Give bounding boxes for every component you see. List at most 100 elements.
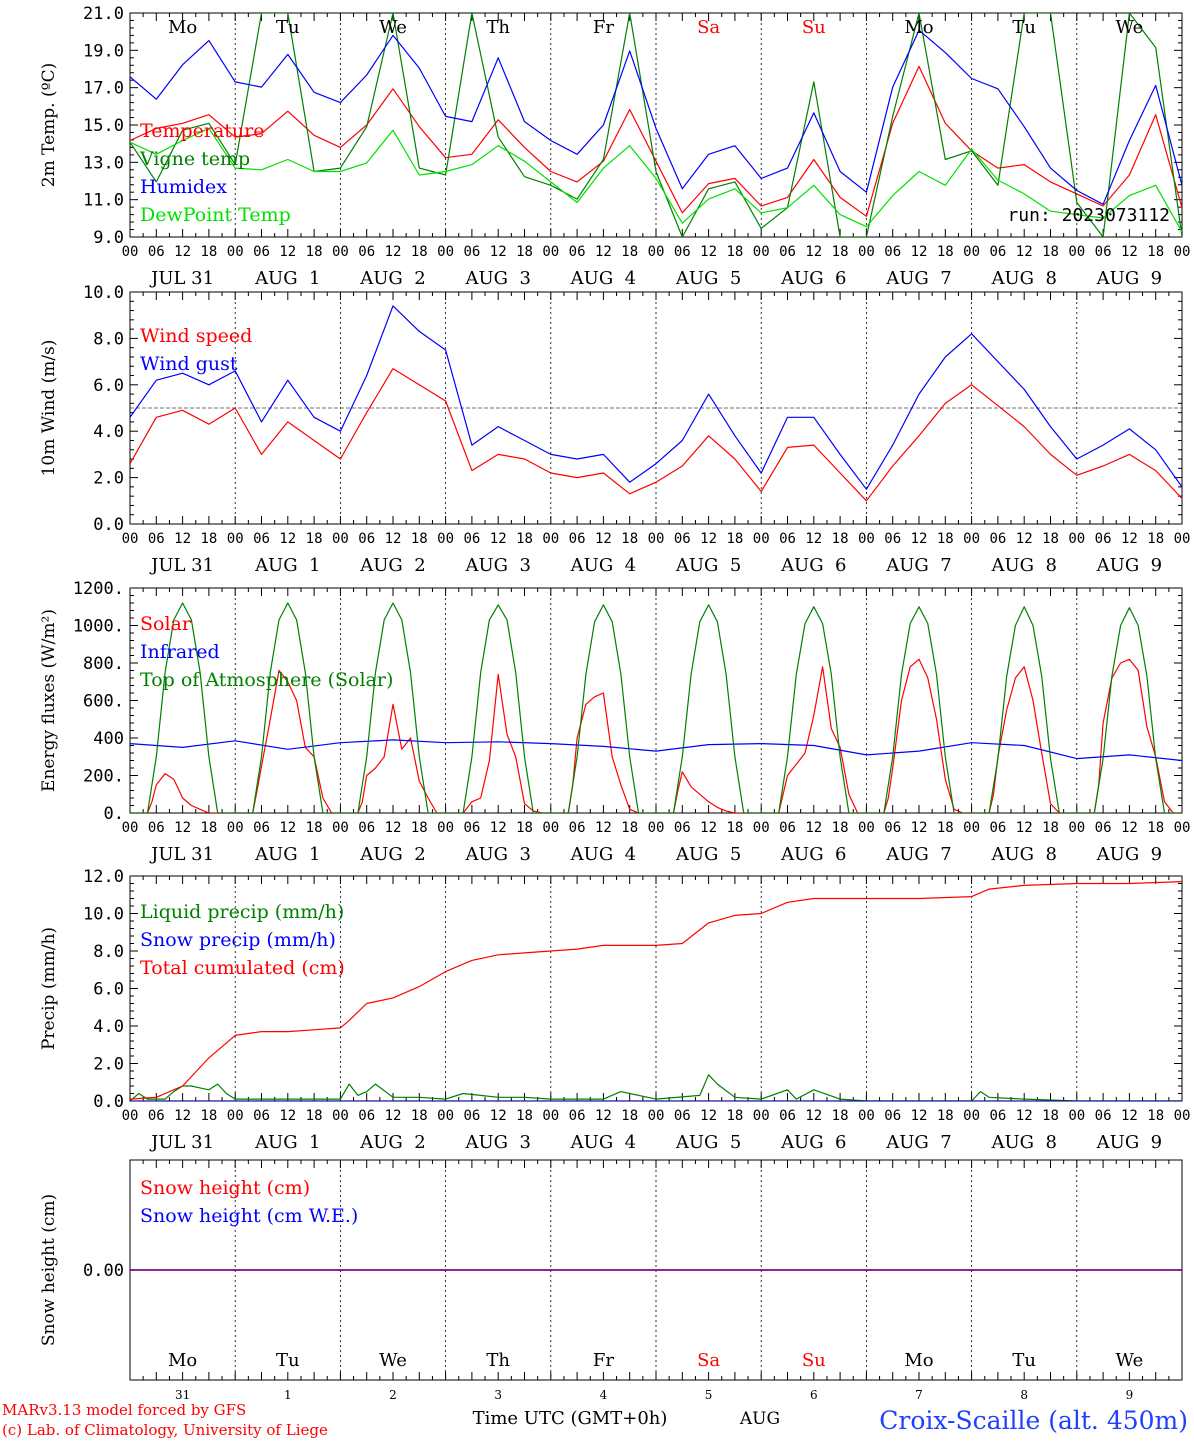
legend-entry: Total cumulated (cm) [140, 957, 345, 979]
date-label: AUG 3 [464, 1132, 530, 1153]
hour-label: 18 [1147, 244, 1164, 260]
hour-label: 00 [858, 1108, 875, 1124]
date-label: AUG 5 [675, 1132, 741, 1153]
series-line-infrared [130, 739, 1182, 762]
legend-entry: Snow height (cm W.E.) [140, 1205, 358, 1227]
date-label: AUG 4 [570, 1132, 636, 1153]
hour-label: 18 [832, 820, 849, 836]
hour-label: 18 [1042, 820, 1059, 836]
panel-1: 9.0 11.0 13.0 15.0 17.0 19.0 21.0 2m Temp. (ºC)… [39, 4, 1190, 289]
hour-label: 00 [227, 1108, 244, 1124]
series-line-wind-gust [130, 305, 1182, 490]
y-tick-label: 0.0 [93, 1092, 124, 1112]
hour-label: 06 [989, 531, 1006, 547]
y-tick-label: 12.0 [83, 867, 124, 887]
hour-label: 00 [753, 531, 770, 547]
date-label: AUG 2 [359, 844, 425, 865]
weekday-label: Th [486, 17, 510, 38]
weekday-label: We [379, 17, 407, 38]
hour-label: 00 [1068, 1108, 1085, 1124]
series-group [130, 305, 1182, 502]
legend-entry: Wind speed [140, 325, 252, 347]
hour-label: 06 [358, 244, 375, 260]
date-label: AUG 8 [990, 268, 1056, 289]
hour-label: 12 [490, 531, 507, 547]
lab-credit: (c) Lab. of Climatology, University of L… [2, 1421, 328, 1439]
hour-label: 00 [1174, 1108, 1191, 1124]
hour-label: 18 [621, 820, 638, 836]
weekday-label: Sa [697, 17, 720, 38]
hour-label: 12 [1121, 820, 1138, 836]
series-group [130, 881, 1182, 1101]
y-tick-label: 13.0 [83, 153, 124, 173]
hour-label: 12 [279, 531, 296, 547]
hour-label: 06 [463, 244, 480, 260]
hour-label: 18 [306, 1108, 323, 1124]
hour-label: 12 [595, 1108, 612, 1124]
hour-label: 12 [385, 531, 402, 547]
hour-label: 00 [648, 531, 665, 547]
hour-label: 00 [1068, 244, 1085, 260]
hour-label: 00 [437, 531, 454, 547]
y-tick-label: 2.0 [93, 1055, 124, 1075]
hour-label: 00 [332, 531, 349, 547]
hour-label: 18 [306, 244, 323, 260]
hour-label: 18 [726, 244, 743, 260]
hour-label: 06 [463, 1108, 480, 1124]
date-label: AUG 8 [990, 844, 1056, 865]
y-axis-label: 2m Temp. (ºC) [39, 63, 59, 188]
hour-label: 12 [805, 820, 822, 836]
y-tick-label: 1200. [73, 579, 124, 599]
hour-label: 00 [122, 244, 139, 260]
y-axis-label: Energy fluxes (W/m²) [39, 609, 59, 792]
date-label: AUG 1 [254, 1132, 320, 1153]
hour-label: 00 [1174, 244, 1191, 260]
day-number: 6 [810, 1388, 818, 1402]
y-tick-label: 0.00 [83, 1261, 124, 1281]
hour-label: 12 [1121, 1108, 1138, 1124]
hour-label: 06 [989, 244, 1006, 260]
hour-label: 00 [753, 244, 770, 260]
hour-label: 06 [884, 1108, 901, 1124]
hour-label: 06 [253, 244, 270, 260]
hour-label: 06 [358, 1108, 375, 1124]
hour-label: 00 [332, 820, 349, 836]
y-tick-label: 19.0 [83, 41, 124, 61]
hour-label: 18 [937, 820, 954, 836]
day-number: 7 [915, 1388, 923, 1402]
weekday-label: Mo [904, 17, 933, 38]
hour-label: 00 [1174, 820, 1191, 836]
hour-label: 00 [122, 1108, 139, 1124]
hour-label: 18 [937, 1108, 954, 1124]
hour-label: 12 [595, 820, 612, 836]
hour-label: 12 [174, 531, 191, 547]
hour-label: 18 [1147, 1108, 1164, 1124]
day-number: 9 [1126, 1388, 1134, 1402]
weekday-label: Fr [593, 17, 614, 38]
hour-label: 12 [911, 1108, 928, 1124]
hour-label: 18 [726, 531, 743, 547]
hour-label: 12 [595, 531, 612, 547]
legend-entry: Wind gust [140, 353, 238, 375]
y-tick-label: 0. [104, 804, 124, 824]
hour-label: 06 [148, 1108, 165, 1124]
hour-label: 12 [1016, 820, 1033, 836]
hour-label: 06 [569, 1108, 586, 1124]
weekday-label: We [1116, 1350, 1144, 1371]
hour-label: 06 [779, 531, 796, 547]
panel-4: 0.0 2.0 4.0 6.0 8.0 10.0 12.0 Precip (mm/h) Liqu… [39, 867, 1190, 1153]
hour-label: 00 [648, 1108, 665, 1124]
weekday-label: Su [802, 1350, 826, 1371]
weekday-label: We [1116, 17, 1144, 38]
y-tick-label: 15.0 [83, 116, 124, 136]
hour-label: 18 [516, 531, 533, 547]
date-label: AUG 8 [990, 555, 1056, 576]
hour-label: 18 [516, 820, 533, 836]
hour-label: 00 [122, 531, 139, 547]
hour-label: 06 [569, 820, 586, 836]
y-tick-label: 400 [93, 729, 124, 749]
y-tick-label: 200. [83, 767, 124, 787]
date-label: AUG 8 [990, 1132, 1056, 1153]
series-line-vigne-temp [130, 13, 1182, 237]
